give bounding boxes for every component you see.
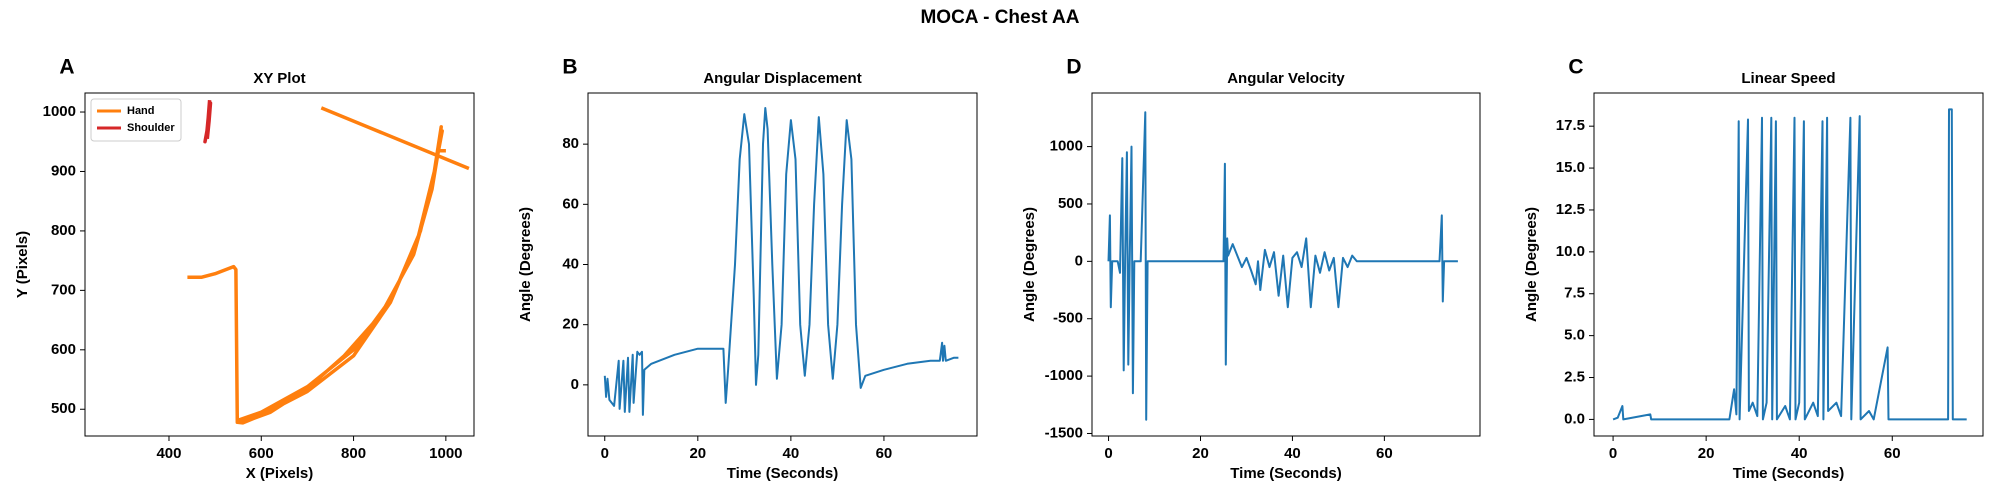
y-tick-label: 12.5 [1556,201,1585,218]
y-tick-label: 0 [571,376,579,393]
x-tick-label: 400 [156,445,181,462]
x-tick-label: 1000 [429,445,462,462]
y-tick-label: 40 [562,255,579,272]
x-tick-label: 20 [1192,445,1209,462]
x-tick-label: 600 [249,445,274,462]
legend-label: Hand [127,105,155,117]
plot-area [1107,111,1458,421]
plot-area [187,99,470,425]
y-tick-label: 500 [1058,195,1083,212]
y-tick-label: 10.0 [1556,243,1585,260]
data-line [187,106,470,425]
x-tick-label: 40 [1791,445,1808,462]
x-tick-label: 20 [689,445,706,462]
y-tick-label: -500 [1053,310,1083,327]
x-tick-label: 40 [783,445,800,462]
x-tick-label: 60 [1884,445,1901,462]
y-tick-label: 700 [51,281,76,298]
plot-area [603,107,959,416]
x-tick-label: 800 [341,445,366,462]
y-tick-label: 600 [51,341,76,358]
y-axis-label: Angle (Degrees) [1021,207,1038,322]
y-tick-label: 7.5 [1564,285,1585,302]
axes-title: Linear Speed [1741,70,1835,87]
y-tick-label: 0.0 [1564,410,1585,427]
x-tick-label: 40 [1284,445,1301,462]
plot-area [1612,108,1967,421]
axes-frame [84,92,475,437]
y-tick-label: -1000 [1045,367,1083,384]
y-tick-label: 800 [51,222,76,239]
data-line [1107,111,1458,421]
y-tick-label: 60 [562,195,579,212]
y-tick-label: 500 [51,400,76,417]
x-tick-label: 0 [601,445,609,462]
y-tick-label: 2.5 [1564,368,1585,385]
y-tick-label: 17.5 [1556,117,1585,134]
legend-label: Shoulder [127,122,175,134]
y-tick-label: 900 [51,162,76,179]
y-tick-label: 80 [562,135,579,152]
y-tick-label: 0 [1075,252,1083,269]
panel-label: A [59,56,74,79]
y-tick-label: 5.0 [1564,327,1585,344]
y-axis-label: Angle (Degrees) [1523,207,1540,322]
panel-label: D [1066,56,1081,79]
data-line [203,99,213,144]
y-tick-label: 20 [562,316,579,333]
y-tick-label: 1000 [43,103,76,120]
y-axis-label: Y (Pixels) [14,231,31,298]
panel-label: B [562,56,577,79]
axes-frame [1593,92,1984,437]
axes-frame [1091,92,1481,437]
x-axis-label: Time (Seconds) [1230,465,1341,482]
y-tick-label: 1000 [1050,138,1083,155]
y-tick-label: 15.0 [1556,159,1585,176]
figure-title: MOCA - Chest AA [920,7,1079,28]
x-axis-label: X (Pixels) [246,465,314,482]
x-tick-label: 20 [1698,445,1715,462]
x-axis-label: Time (Seconds) [1733,465,1844,482]
y-tick-label: -1500 [1045,424,1083,441]
x-axis-label: Time (Seconds) [727,465,838,482]
axes-title: XY Plot [253,70,305,87]
axes-frame [587,92,978,437]
x-tick-label: 60 [1376,445,1393,462]
data-line [1612,108,1967,421]
x-tick-label: 0 [1609,445,1617,462]
y-axis-label: Angle (Degrees) [517,207,534,322]
axes-title: Angular Displacement [703,70,861,87]
x-tick-label: 60 [876,445,893,462]
data-line [603,107,959,416]
axes-title: Angular Velocity [1227,70,1345,87]
x-tick-label: 0 [1104,445,1112,462]
panel-label: C [1568,56,1583,79]
